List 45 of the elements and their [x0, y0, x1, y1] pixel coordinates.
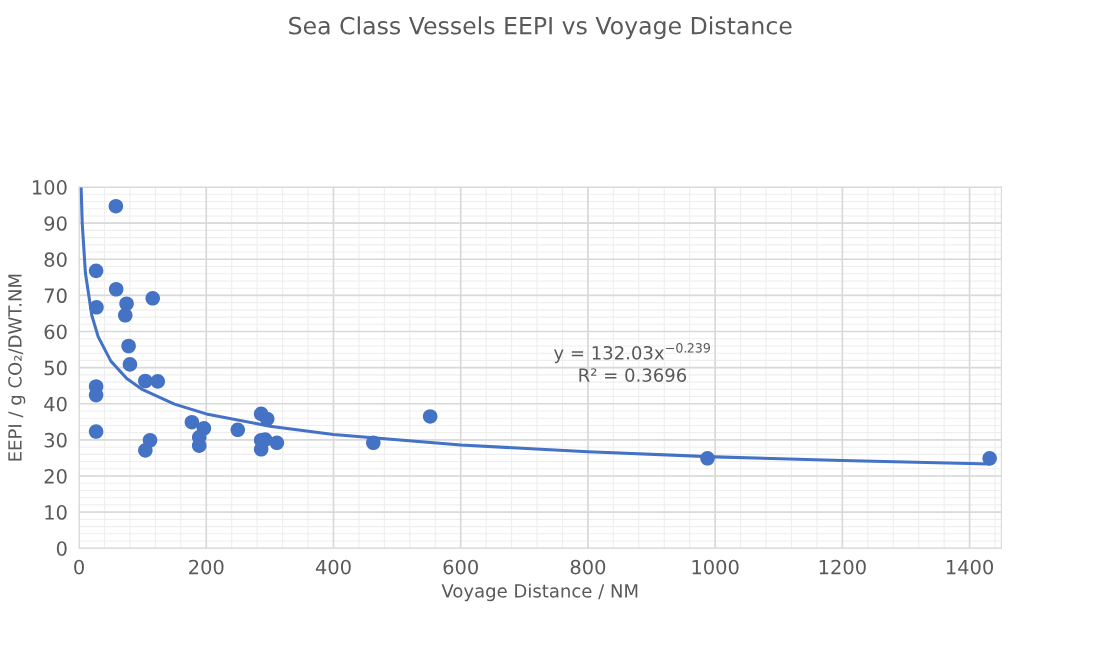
point — [88, 424, 104, 439]
x-tick-label: 600 — [443, 559, 478, 575]
annotation: R² = 0.3696 — [579, 368, 687, 382]
y-axis-title: EEPI / g CO₂/DWT.NM — [8, 274, 26, 461]
point — [89, 300, 104, 315]
y-tick-label: 100 — [32, 180, 67, 195]
y-tick-label: 50 — [44, 360, 67, 376]
y-tick-label: 70 — [44, 288, 67, 304]
x-tick-label: 1000 — [692, 559, 739, 575]
point — [108, 281, 124, 297]
point — [259, 411, 275, 427]
y-tick-label: 40 — [44, 396, 67, 412]
point — [117, 307, 133, 323]
point — [982, 451, 997, 466]
point — [138, 373, 153, 389]
point — [422, 409, 438, 424]
point — [700, 451, 715, 466]
point — [184, 414, 200, 430]
point — [121, 338, 136, 354]
y-tick-label: 90 — [44, 216, 67, 231]
x-tick-label: 1400 — [946, 559, 994, 575]
annotation: y = 132.03x$^{−0.239}$ — [553, 343, 710, 364]
y-tick-label: 30 — [44, 432, 67, 448]
chart-title: Sea Class Vessels EEPI vs Voyage Distance — [289, 16, 792, 40]
x-tick-label: 400 — [315, 559, 351, 575]
point — [108, 198, 124, 214]
point — [366, 435, 381, 451]
x-axis-title: Voyage Distance / NM — [441, 583, 638, 602]
point — [269, 435, 285, 451]
y-tick-label: 20 — [44, 468, 67, 484]
x-tick-label: 1200 — [819, 559, 866, 575]
point — [122, 357, 138, 372]
x-tick-label: 0 — [74, 559, 84, 575]
point — [150, 374, 166, 389]
point — [230, 422, 246, 438]
x-tick-label: 800 — [570, 559, 606, 575]
x-tick-label: 200 — [189, 559, 224, 575]
y-tick-label: 60 — [44, 324, 67, 340]
point — [138, 443, 153, 458]
y-tick-label: 10 — [45, 505, 67, 520]
point — [253, 442, 269, 457]
y-tick-label: 80 — [44, 252, 67, 267]
point — [145, 291, 160, 306]
y-tick-label: 0 — [56, 541, 67, 556]
point — [88, 263, 104, 279]
